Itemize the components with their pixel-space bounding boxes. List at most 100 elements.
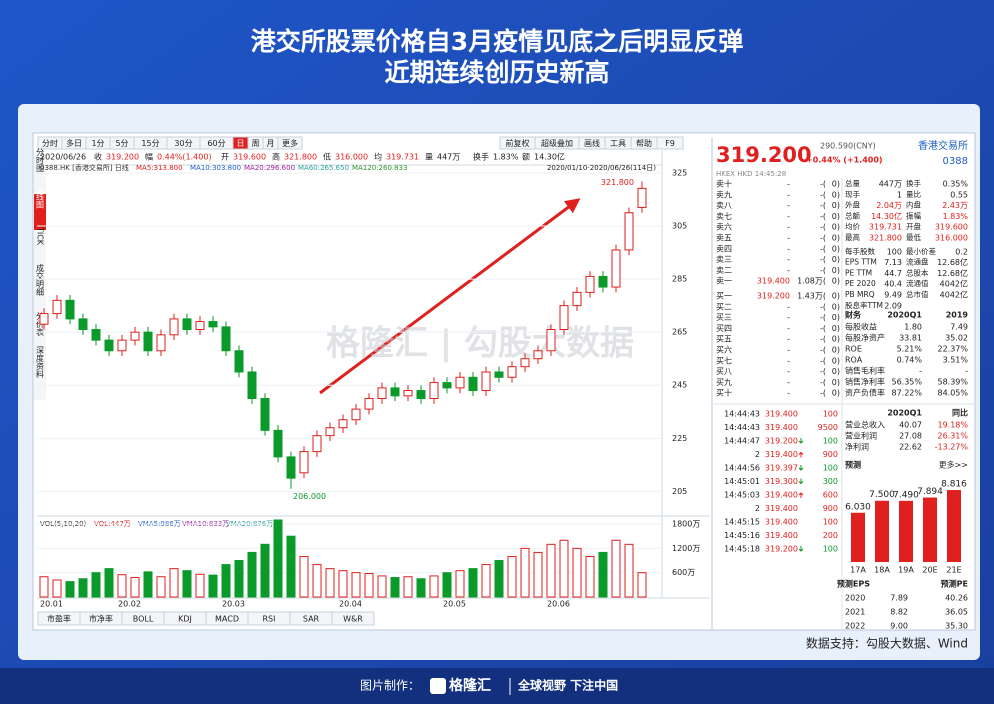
toolbar-label: 日	[237, 139, 245, 148]
candle-body	[572, 291, 582, 307]
volume-bar	[416, 578, 426, 598]
side-tab[interactable]	[34, 156, 46, 192]
volume-bar	[65, 581, 75, 598]
candle-body	[377, 387, 387, 400]
info-text: 额	[522, 152, 530, 162]
volume-bar	[520, 547, 530, 598]
forecast-bar	[851, 512, 865, 562]
toolbar-button[interactable]	[277, 136, 303, 150]
book-volume: -(	[820, 223, 826, 232]
forecast-bar	[947, 490, 961, 562]
book-price: -	[787, 313, 790, 322]
book-label: 买二	[716, 302, 732, 311]
toolbar-button[interactable]	[656, 136, 684, 150]
book-price: -	[787, 201, 790, 210]
book-count: 0)	[832, 244, 840, 253]
fin-cell: 40.07	[899, 421, 922, 430]
tick-price: 319.400	[765, 450, 798, 459]
fin-cell: 56.35%	[891, 378, 922, 387]
ma-legend: MA5:313.800	[136, 164, 183, 172]
book-volume: -(	[820, 244, 826, 253]
side-tab[interactable]	[34, 194, 46, 230]
fin-cell: -13.27%	[935, 443, 969, 452]
side-tab[interactable]	[34, 232, 46, 274]
fin-cell: 3.51%	[943, 356, 969, 365]
candle-body	[221, 326, 231, 352]
book-price: -	[787, 302, 790, 311]
volume-bar	[286, 535, 296, 598]
volume-bar	[247, 551, 257, 598]
info-text: 14.30亿	[534, 152, 565, 162]
book-price: -	[787, 356, 790, 365]
fin-header: 财务	[844, 310, 862, 320]
candle-body	[312, 435, 322, 453]
stat-label: 振幅	[906, 210, 921, 220]
fin-cell: 87.22%	[891, 389, 922, 398]
toolbar-label: 分时	[42, 138, 58, 148]
book-volume: -(	[820, 234, 826, 243]
volume-bar	[195, 573, 205, 598]
tick-price: 319.200	[765, 437, 798, 446]
side-tab-label: K线图	[36, 187, 45, 209]
candle-body	[364, 398, 374, 410]
x-tick-label: 20.06	[547, 600, 570, 609]
candle-body	[234, 350, 244, 373]
side-tab-label: 深度资料	[36, 346, 45, 379]
tick-time: 14:44:43	[724, 423, 760, 432]
volume-bar	[273, 519, 283, 598]
tick-volume: 100	[823, 518, 838, 527]
stat-label: EPS TTM	[845, 258, 877, 267]
bottom-tab[interactable]	[331, 611, 375, 626]
tick-volume: 300	[823, 477, 838, 486]
book-count: 0)	[832, 346, 840, 355]
book-label: 买一	[716, 292, 732, 301]
side-tab[interactable]	[34, 320, 46, 356]
fin-cell: ROE	[845, 345, 862, 354]
fin-cell: 1.80	[904, 323, 922, 332]
x-tick-label: 20E	[922, 566, 937, 575]
y-tick-label: 305	[672, 222, 687, 231]
fin-cell: 净利润	[845, 442, 869, 452]
book-label: 卖九	[716, 190, 732, 199]
candle-body	[546, 329, 556, 352]
tick-volume: 100	[823, 545, 838, 554]
y-tick-label: 1800万	[672, 520, 700, 529]
volume-bar	[182, 570, 192, 598]
candle-body	[637, 187, 647, 208]
volume-bar	[260, 543, 270, 598]
ma-legend: 0388.HK [香港交易所] 日线	[40, 163, 129, 172]
more-link[interactable]: 更多>>	[939, 460, 968, 470]
side-tab[interactable]	[34, 276, 46, 318]
stat-label: 均价	[845, 221, 860, 231]
forecast-bar	[875, 500, 889, 562]
x-tick-label: 17A	[850, 566, 866, 575]
toolbar-label: 15分	[141, 139, 159, 148]
fin-cell: 7.49	[950, 323, 968, 332]
book-label: 买十	[716, 388, 732, 398]
tick-price: 319.400	[765, 531, 798, 540]
volume-bar	[572, 547, 582, 598]
book-count: 0)	[832, 266, 840, 275]
book-label: 卖八	[716, 201, 732, 210]
book-price: -	[787, 180, 790, 189]
candle-body	[325, 427, 335, 437]
book-volume: 1.08万(	[797, 277, 826, 286]
volume-bar	[533, 551, 543, 598]
book-volume: -(	[820, 346, 826, 355]
fin-cell: 19.18%	[937, 421, 968, 430]
book-label: 卖二	[716, 266, 732, 275]
book-price: -	[787, 346, 790, 355]
bottom-tab-label: RSI	[263, 615, 276, 624]
bottom-tab-label: KDJ	[178, 615, 192, 624]
eps-year: 2020	[845, 594, 865, 603]
volume-bar	[611, 539, 621, 598]
side-tab[interactable]	[34, 358, 46, 400]
tick-time: 2	[755, 504, 760, 513]
stat-label: PE 2020	[845, 279, 876, 288]
book-count: 0)	[832, 255, 840, 264]
book-volume: 1.43万(	[797, 292, 826, 301]
candle-body	[260, 398, 270, 431]
toolbar-label: 多日	[66, 138, 82, 148]
fin-cell: 26.31%	[937, 432, 968, 441]
